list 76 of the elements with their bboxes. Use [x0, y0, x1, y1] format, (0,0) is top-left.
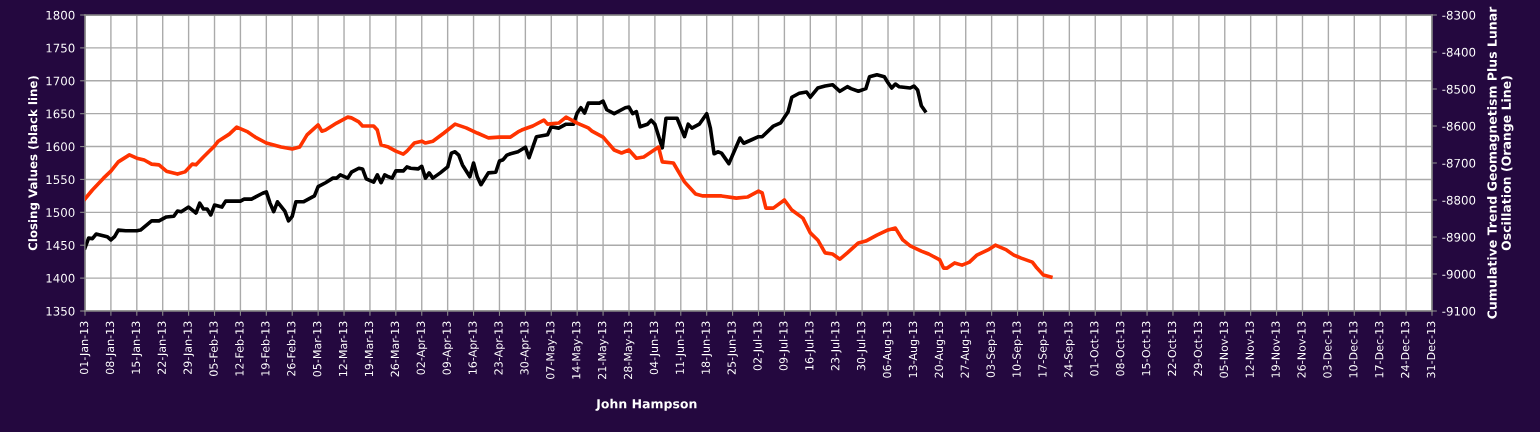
y-tick-label: 1650	[46, 109, 75, 119]
x-tick-label: 19-Mar-13	[364, 321, 374, 377]
x-tick-label: 24-Dec-13	[1400, 321, 1410, 378]
x-tick-label: 22-Jan-13	[157, 321, 168, 374]
y-tick-label: 1350	[46, 306, 75, 316]
x-tick-label: 15-Jan-13	[131, 321, 143, 374]
x-tick-label: 09-Jul-13	[779, 321, 790, 371]
x-tick-label: 25-Jun-13	[727, 321, 738, 375]
x-tick-label: 10-Dec-13	[1349, 321, 1358, 378]
x-tick-label: 17-Dec-13	[1375, 321, 1384, 378]
x-tick-label: 26-Feb-13	[286, 321, 296, 376]
y-tick-label: 1500	[46, 208, 75, 217]
x-tick-label: 05-Feb-13	[209, 321, 218, 376]
x-tick-label: 09-Apr-13	[442, 321, 454, 375]
x-tick-label: 10-Sep-13	[1012, 321, 1023, 377]
y-tick-label: 1400	[46, 273, 75, 283]
y2-tick-label: -8600	[1442, 121, 1476, 131]
y-tick-label: 1450	[46, 240, 75, 250]
x-tick-label: 12-Feb-13	[235, 321, 244, 376]
x-tick-label: 08-Oct-13	[1115, 321, 1125, 376]
y2-tick-label: -8500	[1442, 84, 1476, 94]
x-tick-label: 15-Oct-13	[1141, 321, 1151, 376]
x-tick-label: 19-Feb-13	[260, 321, 270, 376]
x-tick-label: 07-May-13	[546, 321, 557, 380]
x-tick-label: 31-Dec-13	[1426, 321, 1436, 378]
x-tick-label: 05-Mar-13	[312, 321, 322, 377]
x-tick-label: 04-Jun-13	[649, 321, 661, 375]
y-axis-title: Closing Values (black line)	[28, 76, 40, 251]
x-tick-label: 02-Jul-13	[753, 321, 764, 371]
x-tick-label: 13-Aug-13	[908, 321, 920, 378]
x-tick-label: 05-Nov-13	[1219, 321, 1228, 378]
x-tick-label: 22-Oct-13	[1167, 321, 1177, 376]
x-tick-label: 28-May-13	[623, 321, 635, 379]
x-tick-label: 20-Aug-13	[934, 321, 946, 378]
y2-tick-label: -8300	[1442, 10, 1476, 20]
x-tick-label: 23-Apr-13	[494, 321, 505, 375]
y-tick-label: 1800	[46, 10, 75, 20]
x-tick-label: 08-Jan-13	[105, 321, 117, 375]
y2-tick-label: -8800	[1442, 195, 1476, 205]
x-tick-label: 16-Apr-13	[468, 321, 479, 375]
line-series	[85, 73, 927, 250]
x-tick-label: 23-Jul-13	[830, 321, 842, 371]
y-tick-label: 1700	[46, 76, 75, 86]
text: John Hampson	[595, 398, 697, 411]
y2-tick-label: -9100	[1442, 306, 1476, 316]
x-tick-label: 03-Dec-13	[1323, 321, 1332, 378]
x-tick-label: 12-Mar-13	[338, 321, 348, 377]
x-tick-label: 12-Nov-13	[1245, 321, 1254, 378]
y-tick-label: 1750	[46, 43, 75, 53]
x-tick-label: 18-Jun-13	[701, 321, 712, 374]
x-tick-label: 01-Oct-13	[1090, 321, 1099, 376]
y2-tick-label: -8400	[1442, 47, 1476, 57]
x-tick-label: 24-Sep-13	[1064, 321, 1075, 378]
x-tick-label: 03-Sep-13	[986, 321, 998, 378]
y-tick-label: 1600	[46, 142, 75, 152]
x-tick-label: 29-Oct-13	[1193, 321, 1203, 376]
x-tick-label: 21-May-13	[597, 321, 609, 379]
y2-tick-label: -8900	[1442, 232, 1476, 242]
x-tick-label: 27-Aug-13	[960, 321, 972, 378]
y2-tick-label: -9000	[1442, 269, 1476, 279]
x-tick-label: 06-Aug-13	[882, 321, 894, 378]
x-tick-label: 16-Jul-13	[804, 321, 816, 370]
x-tick-label: 17-Sep-13	[1038, 321, 1049, 377]
x-tick-label: 30-Apr-13	[520, 321, 531, 375]
x-tick-label: 26-Mar-13	[390, 321, 400, 377]
y2-tick-label: -8700	[1442, 158, 1476, 168]
y2-axis-title: Cumulative Trend Geomagnetism Plus Lunar Oscillation (Orange Line)	[1487, 6, 1514, 319]
x-tick-label: 14-May-13	[571, 321, 583, 379]
x-tick-label: 01-Jan-13	[79, 321, 91, 375]
x-tick-label: 02-Apr-13	[416, 321, 428, 375]
x-tick-label: 26-Nov-13	[1297, 321, 1306, 378]
x-tick-label: 29-Jan-13	[183, 321, 194, 374]
x-tick-label: 19-Nov-13	[1271, 321, 1280, 378]
y-tick-label: 1550	[46, 175, 75, 185]
x-tick-label: 11-Jun-13	[675, 321, 687, 374]
x-tick-label: 30-Jul-13	[856, 321, 868, 371]
